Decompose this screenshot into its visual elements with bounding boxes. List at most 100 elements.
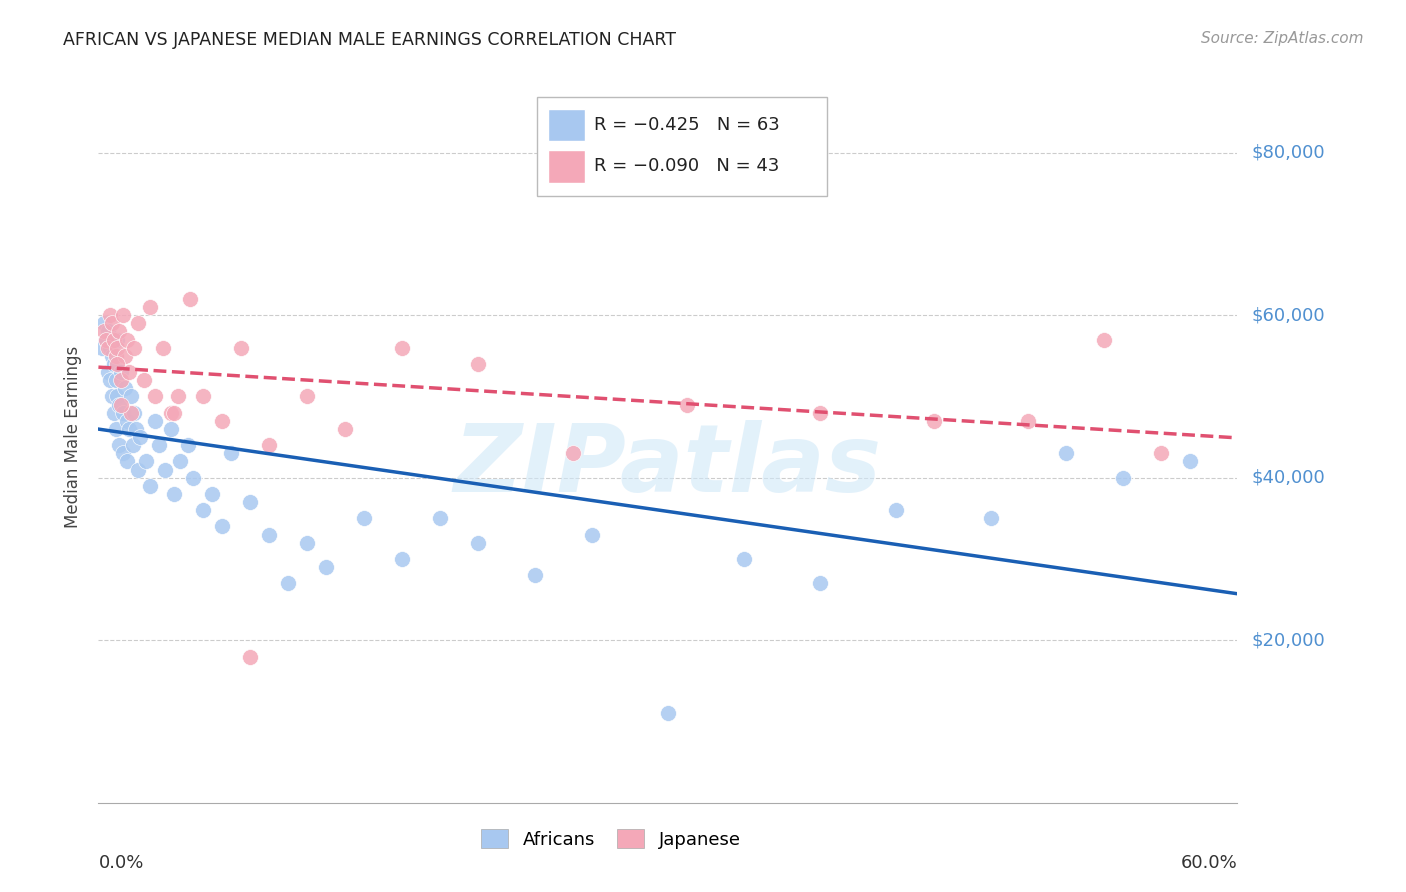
Point (135, 454, 157, 468)
Text: R = −0.090   N = 43: R = −0.090 N = 43 (593, 158, 779, 176)
Point (163, 406, 186, 420)
Point (98, 308, 121, 322)
Point (335, 422, 357, 436)
Point (808, 576, 831, 591)
Point (124, 406, 146, 420)
Point (297, 389, 319, 403)
Point (132, 373, 155, 387)
Point (676, 398, 699, 412)
Point (1178, 454, 1201, 468)
Point (100, 349, 122, 363)
Y-axis label: Median Male Earnings: Median Male Earnings (65, 346, 83, 528)
Point (221, 446, 243, 460)
Text: 60.0%: 60.0% (1181, 854, 1237, 872)
Text: ZIPatlas: ZIPatlas (454, 420, 882, 512)
Point (239, 495, 262, 509)
Point (120, 389, 142, 403)
Point (211, 414, 233, 428)
Text: $20,000: $20,000 (1251, 632, 1324, 649)
Point (277, 576, 299, 591)
Point (124, 341, 146, 355)
Point (98, 373, 121, 387)
Point (125, 422, 148, 436)
Point (1056, 446, 1078, 460)
Point (121, 438, 143, 452)
Point (93, 316, 115, 330)
Point (103, 357, 125, 371)
Point (152, 341, 174, 355)
Point (104, 349, 127, 363)
Point (114, 381, 136, 395)
Point (229, 341, 252, 355)
Text: AFRICAN VS JAPANESE MEDIAN MALE EARNINGS CORRELATION CHART: AFRICAN VS JAPANESE MEDIAN MALE EARNINGS… (63, 31, 676, 49)
Point (107, 341, 129, 355)
Point (353, 511, 375, 525)
Point (922, 414, 945, 428)
Point (108, 398, 131, 412)
Point (1094, 333, 1116, 347)
Point (112, 446, 135, 460)
Point (211, 519, 233, 533)
Point (120, 406, 142, 420)
Point (1112, 471, 1135, 485)
Point (183, 471, 205, 485)
Point (259, 438, 281, 452)
Point (100, 389, 122, 403)
Point (118, 422, 141, 436)
Point (115, 333, 138, 347)
Point (167, 389, 190, 403)
Point (1018, 414, 1040, 428)
Point (159, 406, 181, 420)
Point (115, 454, 138, 468)
Point (259, 527, 281, 541)
Point (97, 325, 120, 339)
Point (108, 325, 131, 339)
Point (657, 706, 679, 721)
Point (110, 373, 132, 387)
Point (103, 406, 125, 420)
Point (145, 414, 167, 428)
Point (191, 389, 214, 403)
Point (391, 341, 413, 355)
Point (153, 462, 176, 476)
Text: 0.0%: 0.0% (98, 854, 143, 872)
Point (524, 568, 547, 582)
Point (107, 333, 129, 347)
Point (297, 535, 319, 549)
Point (201, 487, 224, 501)
Point (979, 511, 1001, 525)
Point (884, 503, 907, 517)
Point (93, 325, 115, 339)
Point (118, 365, 141, 379)
Point (733, 552, 755, 566)
Point (97, 341, 120, 355)
Point (112, 406, 135, 420)
Point (98, 341, 121, 355)
Point (176, 438, 198, 452)
Point (391, 552, 413, 566)
Point (191, 503, 214, 517)
Text: $80,000: $80,000 (1251, 144, 1324, 161)
Text: $40,000: $40,000 (1251, 468, 1324, 487)
Point (467, 357, 489, 371)
Point (115, 414, 138, 428)
Point (127, 462, 149, 476)
Point (112, 308, 135, 322)
Point (169, 454, 191, 468)
Point (129, 430, 152, 444)
Point (104, 422, 127, 436)
Point (163, 487, 186, 501)
Point (581, 527, 603, 541)
FancyBboxPatch shape (548, 151, 585, 183)
Point (138, 300, 160, 314)
Point (108, 438, 131, 452)
Point (138, 479, 160, 493)
FancyBboxPatch shape (548, 109, 585, 141)
Legend: Africans, Japanese: Africans, Japanese (474, 822, 748, 856)
Text: $60,000: $60,000 (1251, 306, 1324, 324)
Point (179, 292, 201, 306)
Point (148, 438, 170, 452)
Point (239, 649, 262, 664)
Point (94, 333, 117, 347)
Point (107, 357, 129, 371)
